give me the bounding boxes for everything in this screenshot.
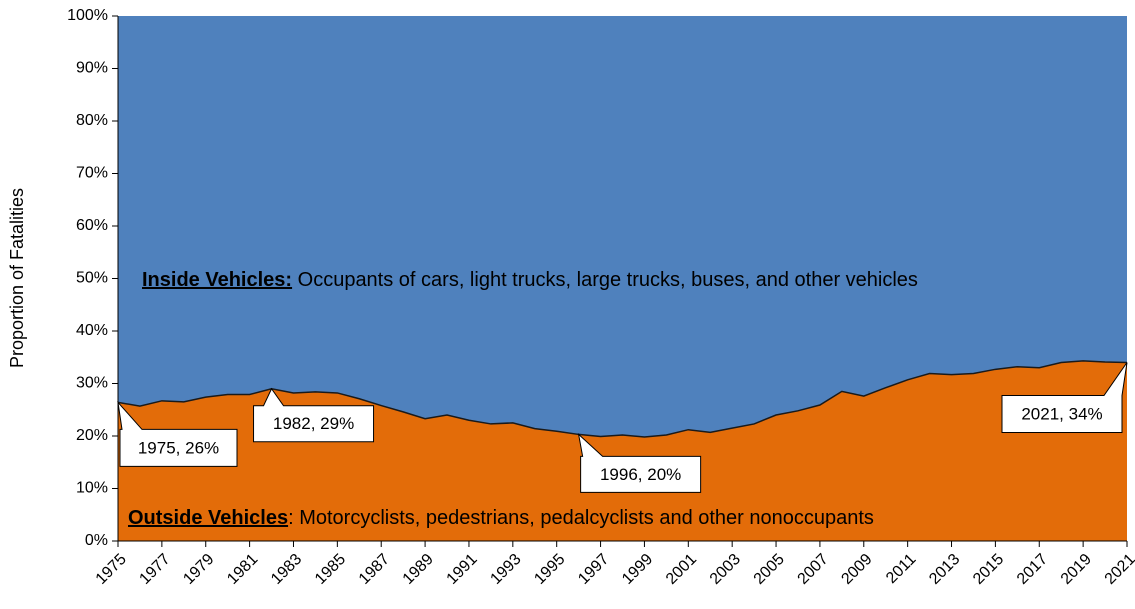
x-tick-label: 2019 (1058, 551, 1095, 588)
x-tick-label: 1985 (312, 551, 349, 588)
x-tick-label: 1977 (136, 551, 173, 588)
y-tick-label: 40% (76, 322, 108, 339)
x-tick-label: 1993 (487, 551, 524, 588)
callout-box (577, 433, 702, 493)
x-tick-label: 2011 (883, 551, 919, 587)
x-tick-label: 2009 (838, 551, 875, 588)
legend-name: Inside Vehicles: (142, 269, 293, 291)
y-tick-label: 80% (76, 112, 108, 129)
x-tick-label: 1975 (93, 551, 130, 588)
x-tick-label: 2001 (663, 551, 700, 588)
x-tick-label: 2013 (926, 551, 963, 588)
legend-description: : Motorcyclists, pedestrians, pedalcycli… (288, 507, 874, 529)
inside-legend: Inside Vehicles: Occupants of cars, ligh… (142, 265, 1022, 296)
x-tick-label: 1997 (575, 551, 612, 588)
y-tick-label: 50% (76, 270, 108, 287)
x-tick-label: 1983 (268, 551, 305, 588)
y-axis-label: Proportion of Fatalities (7, 188, 27, 368)
x-tick-label: 1989 (400, 551, 437, 588)
y-tick-label: 30% (76, 375, 108, 392)
boundary-line (117, 360, 1128, 438)
x-tick-label: 2003 (707, 551, 744, 588)
x-tick-label: 1999 (619, 551, 656, 588)
y-tick-label: 70% (76, 165, 108, 182)
y-tick-label: 20% (76, 427, 108, 444)
x-tick-label: 2017 (1014, 551, 1051, 588)
x-tick-label: 1987 (356, 551, 393, 588)
callout-box (253, 387, 375, 443)
data-label: 1996, 20% (600, 465, 681, 484)
y-tick-label: 60% (76, 217, 108, 234)
x-tick-label: 2005 (751, 551, 788, 588)
callout-box (117, 400, 238, 467)
callout-box (1001, 362, 1128, 433)
y-tick-label: 90% (76, 60, 108, 77)
data-label: 2021, 34% (1021, 404, 1102, 423)
data-label: 1975, 26% (138, 438, 219, 457)
y-tick-label: 100% (67, 7, 108, 24)
outside-legend: Outside Vehicles: Motorcyclists, pedestr… (128, 503, 1128, 534)
x-tick-label: 2021 (1102, 551, 1135, 588)
x-tick-label: 2015 (970, 551, 1007, 588)
x-tick-label: 1995 (531, 551, 568, 588)
x-tick-label: 1991 (444, 551, 481, 588)
x-tick-label: 2007 (795, 551, 832, 588)
x-tick-label: 1981 (224, 551, 261, 588)
legend-description: Occupants of cars, light trucks, large t… (292, 269, 918, 291)
y-tick-label: 10% (76, 480, 108, 497)
x-tick-label: 1979 (180, 551, 217, 588)
data-label: 1982, 29% (273, 414, 354, 433)
legend-name: Outside Vehicles (128, 507, 289, 529)
y-tick-label: 0% (85, 532, 108, 549)
